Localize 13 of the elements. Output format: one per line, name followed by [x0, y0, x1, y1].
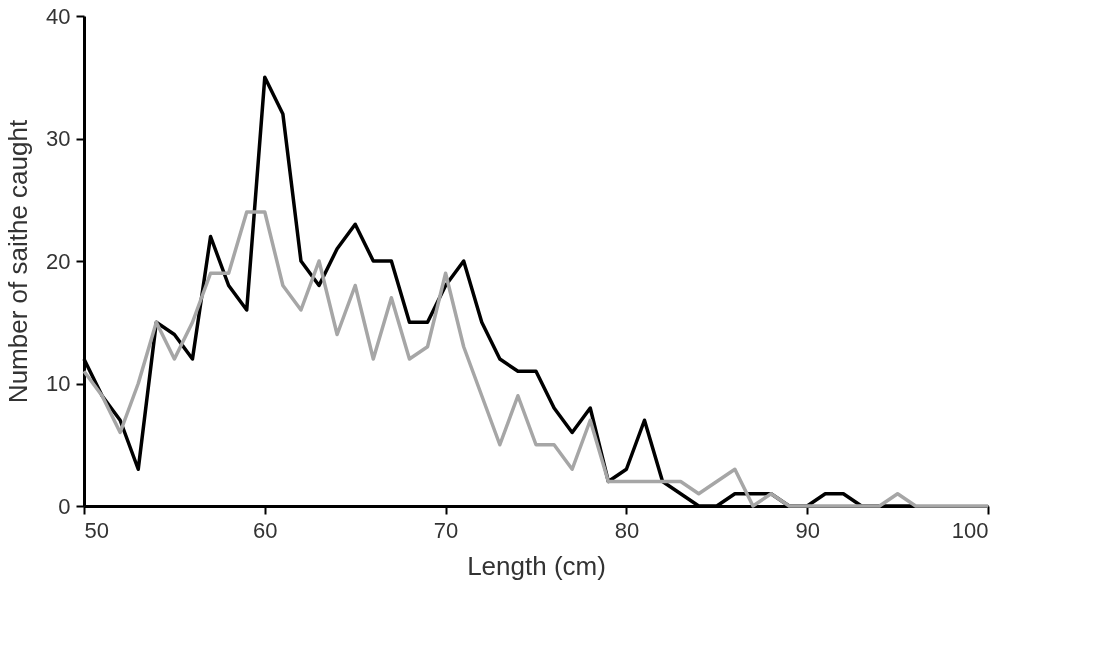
x-tick-label: 70: [433, 517, 459, 543]
y-tick-label: 40: [46, 3, 71, 29]
x-tick-label: 90: [795, 517, 820, 543]
y-tick-label: 30: [46, 126, 71, 151]
x-axis-title: Length (cm): [467, 550, 606, 581]
x-tick-label: 60: [253, 517, 278, 543]
y-tick-label: 20: [46, 248, 71, 274]
y-tick-label: 10: [46, 371, 71, 396]
y-axis-title: Number of saithe caught: [3, 119, 34, 404]
x-tick-label: 80: [614, 517, 640, 543]
y-tick-label: 0: [58, 493, 71, 519]
x-tick-label: 50: [84, 517, 109, 543]
x-tick-label: 100: [951, 517, 989, 543]
